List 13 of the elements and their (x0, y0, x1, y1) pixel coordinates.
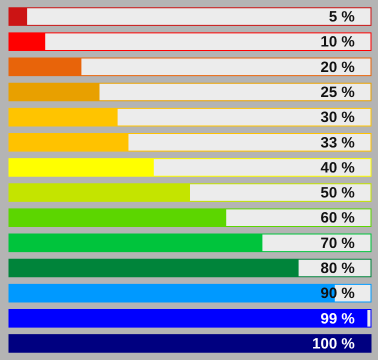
data-label: 70 % (320, 234, 355, 252)
data-label: 10 % (320, 34, 355, 51)
data-label: 50 % (320, 184, 355, 202)
data-label: 30 % (320, 109, 355, 126)
data-label: 5 % (328, 8, 355, 26)
data-label: 100 % (312, 335, 355, 352)
data-label: 40 % (320, 159, 355, 176)
data-label: 60 % (320, 210, 355, 227)
data-label: 80 % (320, 260, 355, 277)
data-label: 99 % (320, 310, 355, 328)
data-label: 33 % (320, 134, 355, 152)
data-label: 20 % (320, 58, 355, 76)
data-label: 25 % (320, 84, 355, 101)
